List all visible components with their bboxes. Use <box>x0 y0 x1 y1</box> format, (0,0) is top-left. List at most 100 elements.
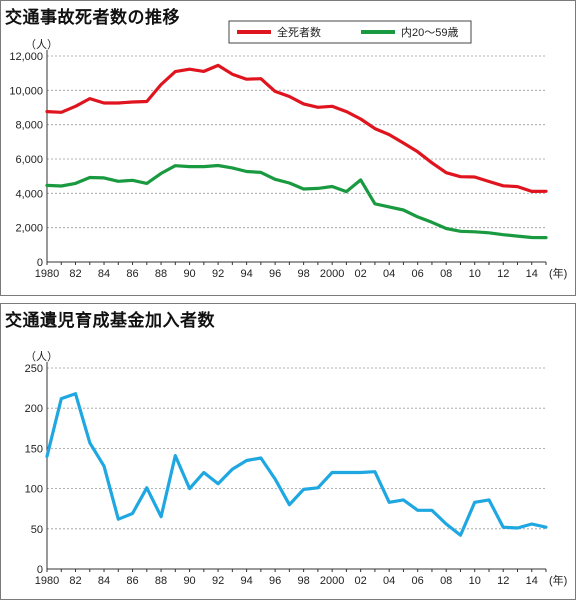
data-point <box>217 64 219 67</box>
data-point <box>302 488 305 491</box>
legend-label: 全死者数 <box>277 25 321 39</box>
data-point <box>473 501 476 504</box>
data-point <box>345 471 348 474</box>
data-point <box>331 105 333 108</box>
data-point <box>317 106 319 109</box>
y-tick-label: 0 <box>37 257 43 269</box>
data-point <box>388 206 390 208</box>
data-point <box>146 100 148 103</box>
data-point <box>103 102 105 104</box>
x-tick-label: 86 <box>126 268 138 280</box>
y-tick-label: 150 <box>25 443 43 455</box>
data-point <box>160 172 162 175</box>
data-point <box>502 526 505 528</box>
x-tick-label: 1980 <box>35 575 59 587</box>
x-axis-unit-label: (年) <box>549 573 567 587</box>
data-point <box>46 110 48 113</box>
y-tick-label: 0 <box>37 564 43 576</box>
data-point <box>103 465 105 467</box>
data-point <box>488 180 490 183</box>
data-point <box>445 523 448 525</box>
data-point <box>60 111 63 114</box>
series-line-1 <box>45 163 548 240</box>
data-point <box>260 77 262 80</box>
data-point <box>516 235 519 237</box>
data-point <box>473 230 476 233</box>
y-axis-unit-label: （人） <box>25 38 58 51</box>
x-tick-label: 96 <box>269 575 281 587</box>
data-point <box>188 68 191 71</box>
data-point <box>545 236 547 239</box>
data-point <box>288 182 291 184</box>
data-point <box>545 190 547 193</box>
data-point <box>274 178 276 181</box>
data-point <box>302 103 305 105</box>
data-point <box>88 97 91 100</box>
data-point <box>260 457 262 459</box>
x-tick-label: 92 <box>212 575 224 587</box>
x-tick-label: 10 <box>469 268 481 280</box>
data-point <box>530 190 533 193</box>
data-point <box>374 470 376 473</box>
x-tick-label: 14 <box>526 268 538 280</box>
data-point <box>473 176 476 178</box>
data-point <box>131 512 134 515</box>
x-tick-label: 06 <box>412 268 424 280</box>
data-point <box>131 101 134 103</box>
x-tick-label: 2000 <box>320 575 344 587</box>
data-point <box>74 392 77 395</box>
data-point <box>402 142 405 144</box>
x-tick-label: 88 <box>155 268 167 280</box>
data-point <box>46 455 48 458</box>
data-point <box>174 454 177 457</box>
data-point <box>245 170 248 173</box>
x-tick-label: 94 <box>240 268 252 280</box>
x-tick-label: 98 <box>298 575 310 587</box>
data-point <box>345 190 348 193</box>
data-point <box>274 90 276 93</box>
deaths-chart: 0 2,000 4,000 6,000 8,000 10,000 12,000 1980 82 8… <box>9 20 567 280</box>
data-point <box>288 503 291 506</box>
x-tick-label: 88 <box>155 575 167 587</box>
data-point <box>345 110 348 113</box>
data-point <box>74 105 77 108</box>
data-point <box>203 471 205 474</box>
data-point <box>459 230 462 233</box>
data-point <box>217 164 219 167</box>
y-tick-label: 8,000 <box>15 120 43 132</box>
data-point <box>288 95 291 98</box>
data-point <box>88 176 91 179</box>
data-point <box>374 203 376 205</box>
data-point <box>88 441 91 444</box>
data-point <box>302 188 305 190</box>
x-tick-label: 04 <box>383 575 395 587</box>
data-point <box>545 526 547 528</box>
fund-chart-title: 交通遺児育成基金加入者数 <box>5 311 215 331</box>
data-point <box>416 150 419 153</box>
data-point <box>274 478 276 480</box>
x-tick-label: 2000 <box>320 268 344 280</box>
x-tick-label: 86 <box>126 575 138 587</box>
data-point <box>402 209 405 211</box>
data-point <box>46 184 48 187</box>
x-tick-label: 90 <box>183 575 195 587</box>
y-tick-label: 6,000 <box>15 154 43 166</box>
data-point <box>416 216 419 218</box>
data-point <box>502 233 505 236</box>
data-point <box>331 185 333 188</box>
data-point <box>146 486 148 489</box>
x-tick-label: 12 <box>497 575 509 587</box>
y-tick-label: 4,000 <box>15 188 43 200</box>
data-point <box>359 179 362 181</box>
data-point <box>188 165 191 168</box>
x-axis-unit-label: (年) <box>549 266 567 280</box>
data-point <box>317 486 319 489</box>
data-point <box>317 187 319 190</box>
data-point <box>117 180 120 183</box>
series-line-0 <box>45 392 548 537</box>
data-point <box>131 179 134 182</box>
data-point <box>231 167 234 169</box>
x-tick-label: 04 <box>383 268 395 280</box>
data-point <box>103 177 105 179</box>
data-point <box>117 102 120 104</box>
